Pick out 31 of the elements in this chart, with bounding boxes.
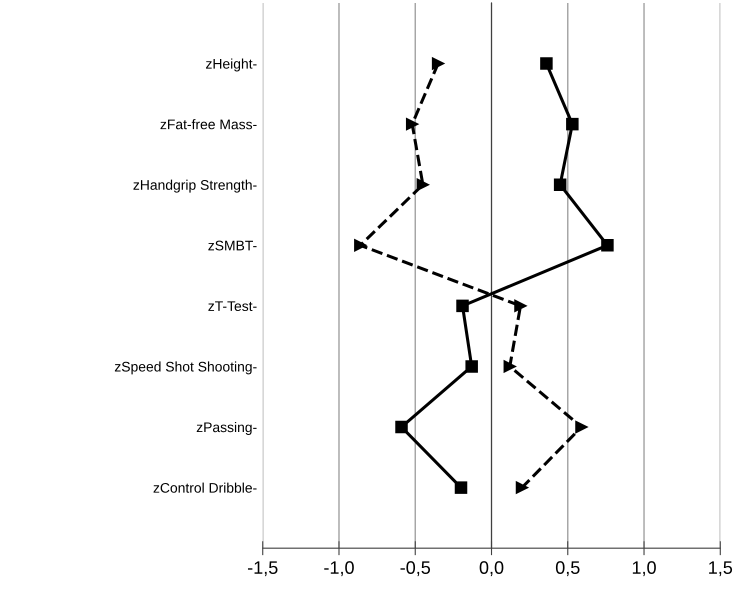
point [465, 360, 478, 373]
y-tick-label: zControl Dribble- [154, 482, 257, 493]
point [416, 178, 430, 191]
point [395, 420, 408, 434]
y-tick-label: zSpeed Shot Shooting- [114, 361, 257, 374]
y-tick-label: zHandgrip Strength- [133, 180, 257, 193]
x-tick-label: -0,5 [400, 561, 430, 576]
point [432, 57, 444, 70]
x-tick-label: -1,5 [248, 561, 278, 576]
y-tick-label: zHeight- [206, 58, 257, 72]
point [504, 360, 516, 373]
x-tick-label: 0,0 [480, 561, 504, 576]
y-tick-label: zT-Test- [208, 301, 257, 312]
point [566, 118, 579, 130]
point [554, 178, 566, 191]
y-tick-label: zSMBT- [208, 240, 257, 250]
y-tick-label: zPassing- [196, 422, 257, 435]
point [454, 481, 468, 494]
point [516, 481, 528, 494]
x-tick-label: 0,5 [556, 561, 580, 576]
y-tick-label: zFat-free Mass- [160, 119, 257, 130]
point [406, 118, 418, 130]
point [601, 239, 614, 252]
point [354, 239, 367, 252]
point [456, 300, 469, 312]
x-tick-label: 1,5 [709, 561, 732, 576]
point [514, 300, 527, 312]
x-tick-label: -1,0 [324, 561, 354, 576]
point [540, 57, 553, 70]
x-tick-label: 1,0 [632, 561, 656, 576]
point [575, 420, 588, 434]
